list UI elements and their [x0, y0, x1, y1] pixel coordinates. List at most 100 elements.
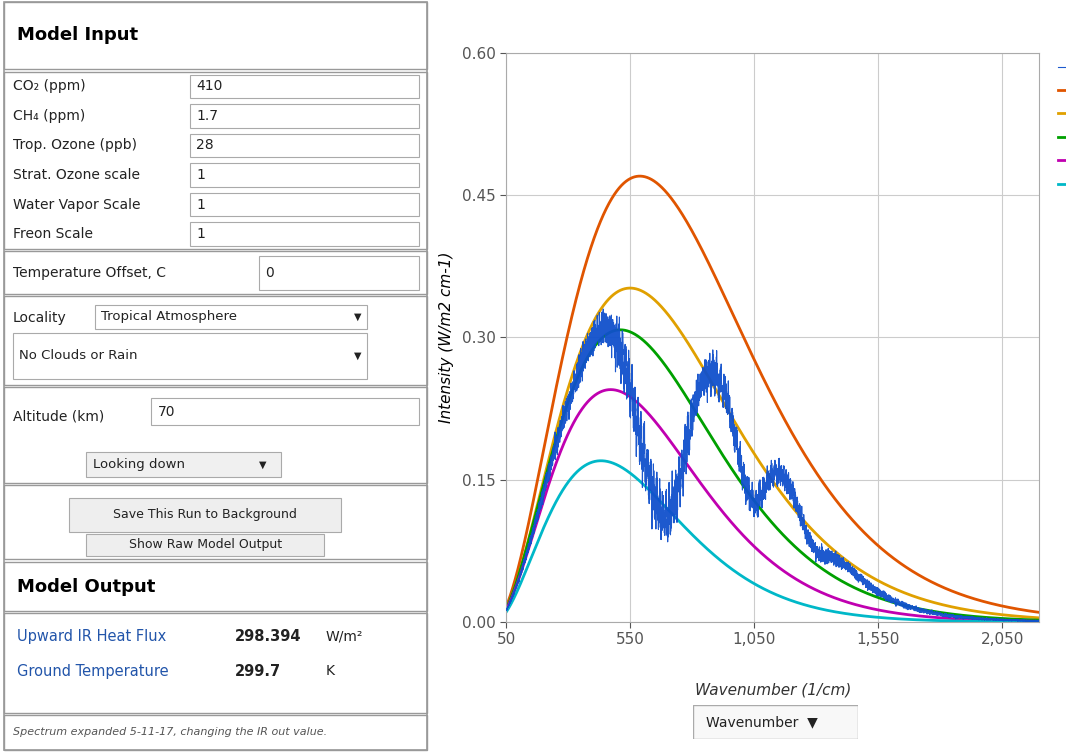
- Bar: [4, 715, 427, 750]
- 300 K: [893, 559, 906, 568]
- Text: ▼: ▼: [259, 459, 266, 470]
- 220 K: [490, 617, 503, 626]
- 240 K: [1046, 617, 1059, 626]
- Model: [923, 608, 936, 618]
- Bar: [190, 163, 419, 187]
- 300 K: [728, 313, 741, 322]
- Text: CH₄ (ppm): CH₄ (ppm): [13, 109, 85, 123]
- Bar: [4, 251, 427, 294]
- 240 K: [724, 516, 737, 525]
- Text: Spectrum expanded 5-11-17, changing the IR out value.: Spectrum expanded 5-11-17, changing the …: [13, 727, 327, 737]
- Text: Water Vapor Scale: Water Vapor Scale: [13, 198, 141, 212]
- 220 K: [728, 566, 741, 575]
- 220 K: [1001, 618, 1014, 627]
- Line: Model: Model: [506, 309, 1039, 621]
- Bar: [151, 398, 419, 425]
- 280 K: [490, 617, 503, 626]
- Text: 1.7: 1.7: [196, 109, 219, 123]
- Text: 299.7: 299.7: [236, 664, 281, 679]
- Model: [500, 605, 513, 615]
- 260 K: [490, 617, 503, 626]
- 240 K: [604, 385, 617, 394]
- Model: [815, 542, 828, 551]
- 240 K: [754, 547, 766, 556]
- 220 K: [754, 583, 766, 592]
- 300 K: [1001, 602, 1014, 611]
- Text: Upward IR Heat Flux: Upward IR Heat Flux: [17, 629, 166, 644]
- 220 K: [1046, 618, 1059, 627]
- Bar: [86, 452, 280, 477]
- Bar: [4, 296, 427, 385]
- Bar: [190, 193, 419, 216]
- Line: 240 K: 240 K: [497, 390, 1052, 621]
- Bar: [69, 498, 341, 532]
- Text: Strat. Ozone scale: Strat. Ozone scale: [13, 168, 140, 182]
- Text: No Clouds or Rain: No Clouds or Rain: [19, 349, 138, 363]
- 240 K: [490, 617, 503, 626]
- 300 K: [754, 368, 766, 377]
- Bar: [4, 387, 427, 483]
- Bar: [190, 222, 419, 246]
- 220 K: [724, 563, 737, 572]
- Text: ▼: ▼: [354, 351, 361, 361]
- Text: Save This Run to Background: Save This Run to Background: [113, 507, 297, 521]
- Line: 280 K: 280 K: [497, 288, 1052, 621]
- 280 K: [724, 409, 737, 418]
- Line: 300 K: 300 K: [497, 176, 1052, 621]
- 300 K: [1029, 607, 1041, 616]
- Bar: [95, 305, 367, 329]
- Model: [597, 305, 610, 314]
- 260 K: [754, 504, 766, 513]
- Text: Tropical Atmosphere: Tropical Atmosphere: [101, 310, 238, 323]
- 280 K: [754, 458, 766, 467]
- Model: [839, 564, 852, 573]
- Bar: [190, 75, 419, 98]
- 240 K: [728, 521, 741, 530]
- Bar: [13, 333, 367, 379]
- Text: CO₂ (ppm): CO₂ (ppm): [13, 79, 85, 93]
- 300 K: [1046, 609, 1059, 618]
- Text: 410: 410: [196, 79, 223, 93]
- 280 K: [893, 587, 906, 596]
- Text: ▼: ▼: [354, 311, 361, 322]
- Bar: [259, 256, 419, 290]
- 280 K: [1001, 611, 1014, 620]
- 220 K: [595, 456, 608, 465]
- Text: Wavenumber (1/cm): Wavenumber (1/cm): [695, 682, 851, 697]
- Text: 28: 28: [196, 139, 214, 152]
- 300 K: [490, 617, 503, 626]
- Bar: [4, 485, 427, 559]
- 220 K: [1029, 618, 1041, 627]
- Text: 1: 1: [196, 198, 206, 212]
- 260 K: [724, 461, 737, 470]
- 280 K: [624, 284, 636, 293]
- 260 K: [1029, 615, 1041, 624]
- 300 K: [633, 172, 646, 181]
- Line: 220 K: 220 K: [497, 461, 1052, 622]
- Bar: [4, 72, 427, 249]
- Bar: [4, 613, 427, 713]
- Text: Model Input: Model Input: [17, 26, 139, 44]
- Text: Freon Scale: Freon Scale: [13, 227, 93, 241]
- 220 K: [893, 615, 906, 624]
- Text: 298.394: 298.394: [236, 629, 302, 644]
- Line: 260 K: 260 K: [497, 329, 1052, 621]
- Text: Ground Temperature: Ground Temperature: [17, 664, 168, 679]
- Text: Altitude (km): Altitude (km): [13, 409, 104, 423]
- 280 K: [1029, 613, 1041, 622]
- Text: 70: 70: [158, 405, 175, 418]
- 300 K: [724, 303, 737, 312]
- Text: Trop. Ozone (ppb): Trop. Ozone (ppb): [13, 139, 136, 152]
- 240 K: [1029, 617, 1041, 626]
- Legend: Model, 300 K, 280 K, 260 K, 240 K, 220 K: Model, 300 K, 280 K, 260 K, 240 K, 220 K: [1057, 60, 1066, 192]
- Bar: [4, 2, 427, 69]
- Text: Locality: Locality: [13, 311, 67, 325]
- 240 K: [1001, 616, 1014, 625]
- Text: W/m²: W/m²: [326, 630, 364, 643]
- Bar: [86, 534, 324, 556]
- Text: Model Output: Model Output: [17, 578, 156, 596]
- Model: [527, 528, 539, 537]
- Model: [1030, 617, 1043, 626]
- Bar: [190, 133, 419, 158]
- 260 K: [1001, 615, 1014, 624]
